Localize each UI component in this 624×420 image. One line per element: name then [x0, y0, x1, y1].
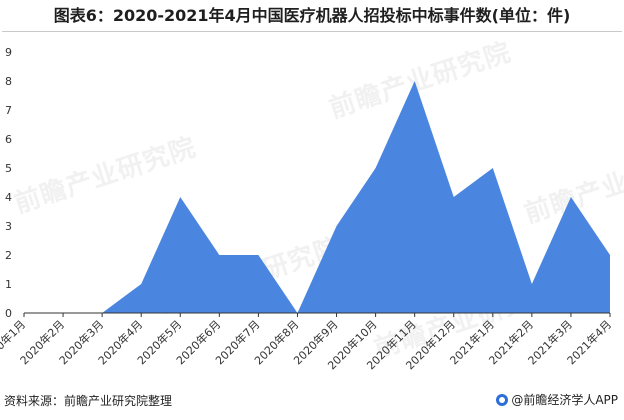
- chart-title: 图表6：2020-2021年4月中国医疗机器人招投标中标事件数(单位：件): [53, 6, 571, 25]
- x-axis-ticks: [23, 313, 611, 317]
- y-tick-label: 2: [5, 249, 12, 262]
- area-series: [24, 81, 610, 313]
- y-axis-ticks: 0 1 2 3 4 5 6 7 8 9: [5, 46, 12, 320]
- x-axis-labels: 2020年1月2020年2月2020年3月2020年4月2020年5月2020年…: [0, 317, 614, 372]
- y-tick-label: 5: [5, 162, 12, 175]
- source-note: 资料来源：前瞻产业研究院整理: [4, 394, 173, 408]
- y-tick-label: 4: [5, 191, 12, 204]
- y-tick-label: 7: [5, 104, 12, 117]
- y-tick-label: 8: [5, 75, 12, 88]
- brand-text: @前瞻经济学人APP: [511, 393, 618, 407]
- title-divider: [2, 31, 622, 32]
- y-tick-label: 9: [5, 46, 12, 59]
- brand-logo-icon: [496, 393, 509, 406]
- y-tick-label: 0: [5, 307, 12, 320]
- y-tick-label: 3: [5, 220, 12, 233]
- y-tick-label: 1: [5, 278, 12, 291]
- brand-credit: @前瞻经济学人APP: [496, 391, 618, 408]
- y-tick-label: 6: [5, 133, 12, 146]
